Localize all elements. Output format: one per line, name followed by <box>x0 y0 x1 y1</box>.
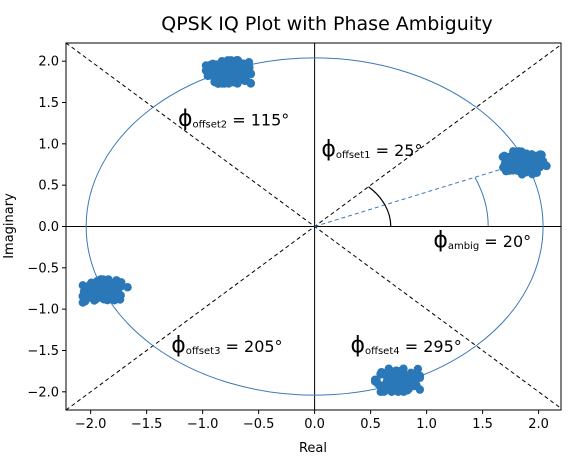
scatter-point <box>207 69 217 78</box>
cluster-4 <box>370 364 425 397</box>
x-tick-label: 0.5 <box>360 417 381 432</box>
annotation-phi: ϕ <box>321 137 336 162</box>
x-tick-label: 2.0 <box>528 417 549 432</box>
scatter-point <box>233 70 243 80</box>
y-tick-label: −2.0 <box>27 385 59 400</box>
dashed-diagonal-1 <box>66 43 561 409</box>
scatter-point <box>242 66 251 75</box>
angle-arc-2 <box>474 177 489 227</box>
x-axis-label: Real <box>299 441 327 456</box>
phase-annotation-3: ϕambig = 20° <box>433 228 531 253</box>
ambiguity-line <box>314 162 522 227</box>
phase-annotation-2: ϕoffset1 = 25° <box>321 137 422 162</box>
scatter-point <box>78 292 88 301</box>
scatter-point <box>413 364 423 374</box>
scatter-point <box>524 154 533 164</box>
scatter-point <box>225 67 234 76</box>
scatter-point <box>519 165 529 174</box>
y-tick-label: −1.5 <box>27 344 59 359</box>
scatter-point <box>216 64 226 74</box>
cluster-2 <box>201 56 255 88</box>
scatter-point <box>230 56 239 66</box>
annotation-subscript: offset1 <box>336 150 371 161</box>
annotation-value: = 25° <box>371 141 423 160</box>
annotation-value: = 20° <box>479 232 531 251</box>
x-tick-label: −1.0 <box>187 417 219 432</box>
unit-circle <box>85 57 544 396</box>
phase-annotation-1: ϕoffset2 = 115° <box>178 107 289 132</box>
x-tick-label: 1.0 <box>416 417 437 432</box>
annotation-phi: ϕ <box>350 333 365 358</box>
y-axis-label: Imaginary <box>2 193 17 259</box>
scatter-point <box>78 298 87 307</box>
y-tick-label: 1.5 <box>38 96 59 111</box>
annotation-subscript: offset2 <box>193 120 228 131</box>
scatter-point <box>91 289 100 299</box>
x-tick-label: −1.5 <box>131 417 163 432</box>
scatter-point <box>246 79 255 88</box>
y-axis: −2.0 −1.5 −1.0 −0.5 0.0 0.5 1.0 1.5 2.0 <box>27 55 66 400</box>
x-axis: −2.0 −1.5 −1.0 −0.5 0.0 0.5 1.0 1.5 2.0 <box>75 410 549 432</box>
annotation-subscript: ambig <box>448 241 479 252</box>
dashed-diagonal-2 <box>66 44 561 410</box>
y-tick-label: −0.5 <box>27 261 59 276</box>
scatter-point <box>506 163 516 172</box>
x-tick-label: −0.5 <box>243 417 275 432</box>
y-tick-label: 0.0 <box>38 220 59 235</box>
scatter-point <box>498 152 507 162</box>
scatter-point <box>499 163 508 172</box>
scatter-point <box>390 384 400 393</box>
scatter-point <box>511 156 521 165</box>
scatter-point <box>376 381 385 390</box>
cluster-3 <box>78 275 132 307</box>
angle-arc-1 <box>368 186 392 227</box>
x-tick-label: 1.5 <box>472 417 493 432</box>
scatter-point <box>410 376 419 385</box>
scatter-point <box>229 78 238 87</box>
scatter-point <box>377 370 386 379</box>
y-tick-label: 2.0 <box>38 55 59 70</box>
cluster-1 <box>498 147 551 179</box>
annotation-value: = 205° <box>220 337 282 356</box>
chart-title: QPSK IQ Plot with Phase Ambiguity <box>161 13 492 35</box>
annotation-subscript: offset4 <box>365 346 400 357</box>
y-tick-label: −1.0 <box>27 303 59 318</box>
annotation-subscript: offset3 <box>186 346 221 357</box>
scatter-point <box>112 276 121 285</box>
scatter-point <box>123 283 132 292</box>
y-tick-label: 0.5 <box>38 179 59 194</box>
annotation-value: = 295° <box>400 337 462 356</box>
plot-area: ϕoffset2 = 115°ϕoffset1 = 25°ϕambig = 20… <box>66 43 561 410</box>
y-tick-label: 1.0 <box>38 137 59 152</box>
scatter-point <box>539 159 549 169</box>
scatter-point <box>101 284 110 293</box>
annotation-phi: ϕ <box>178 107 193 132</box>
scatter-point <box>397 368 406 377</box>
scatter-point <box>389 369 398 378</box>
scatter-point <box>532 157 542 166</box>
annotation-value: = 115° <box>227 111 289 130</box>
scatter-point <box>85 280 94 290</box>
x-tick-label: −2.0 <box>75 417 107 432</box>
scatter-point <box>210 77 219 87</box>
annotation-phi: ϕ <box>171 333 186 358</box>
scatter-point <box>113 288 123 297</box>
scatter-point <box>78 281 87 290</box>
plot-clipped <box>66 43 561 410</box>
annotation-phi: ϕ <box>433 228 448 253</box>
scatter-point <box>99 295 109 304</box>
x-tick-label: 0.0 <box>304 417 325 432</box>
phase-annotation-5: ϕoffset4 = 295° <box>350 333 461 358</box>
phase-annotation-4: ϕoffset3 = 205° <box>171 333 282 358</box>
